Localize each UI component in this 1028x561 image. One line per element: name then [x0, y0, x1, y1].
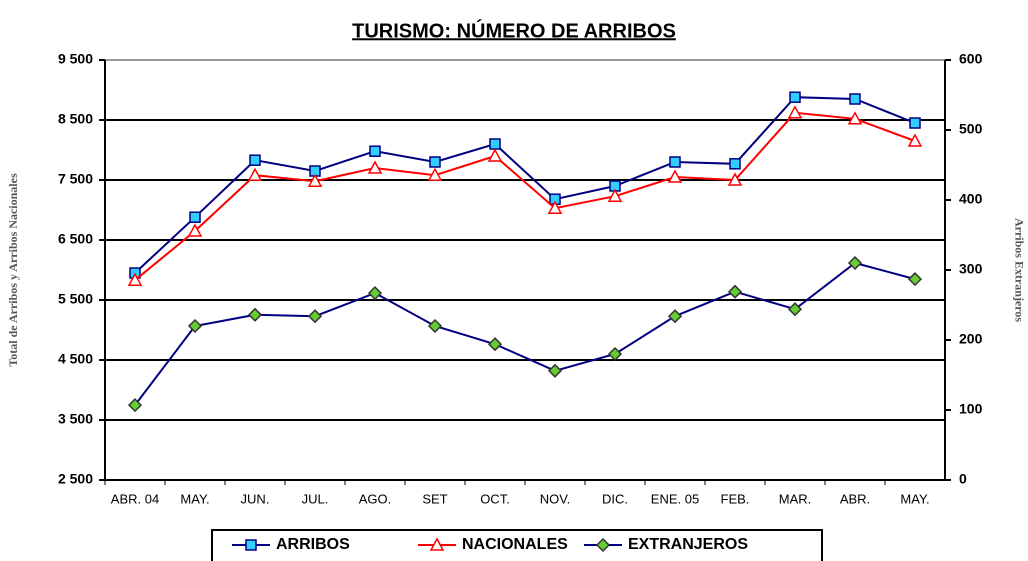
- marker: [189, 211, 201, 223]
- marker: [247, 167, 263, 181]
- marker: [367, 160, 383, 174]
- marker: [847, 111, 863, 125]
- marker: [307, 309, 323, 324]
- marker: [487, 337, 503, 352]
- marker: [245, 539, 257, 551]
- y2-tick-label: 300: [959, 261, 983, 277]
- marker: [729, 158, 741, 170]
- marker: [187, 318, 203, 334]
- marker: [847, 255, 863, 271]
- x-tick-label: ABR. 04: [111, 491, 159, 506]
- marker: [907, 272, 923, 287]
- y-tick-label: 3 500: [58, 411, 93, 427]
- marker: [307, 173, 323, 187]
- x-tick-label: MAY.: [900, 491, 929, 506]
- marker: [607, 346, 623, 362]
- marker: [595, 537, 611, 553]
- x-tick-label: JUL.: [302, 491, 329, 506]
- y2-tick-label: 400: [959, 191, 983, 207]
- marker: [849, 93, 861, 105]
- x-tick-label: SET: [422, 491, 447, 506]
- marker: [367, 286, 383, 301]
- x-tick-label: OCT.: [480, 491, 510, 506]
- marker: [187, 223, 203, 237]
- y-tick-label: 6 500: [58, 231, 93, 247]
- marker: [787, 302, 803, 317]
- x-tick-label: JUN.: [241, 491, 270, 506]
- x-tick-label: MAR.: [779, 491, 812, 506]
- marker: [127, 272, 143, 286]
- marker: [607, 188, 623, 202]
- x-tick-label: NOV.: [540, 491, 571, 506]
- marker: [667, 309, 683, 324]
- y-tick-label: 9 500: [58, 51, 93, 67]
- marker: [907, 133, 923, 147]
- y-tick-label: 5 500: [58, 291, 93, 307]
- x-tick-label: ENE. 05: [651, 491, 699, 506]
- chart-title: TURISMO: NÚMERO DE ARRIBOS: [352, 18, 676, 42]
- marker: [789, 91, 801, 103]
- y-tick-label: 4 500: [58, 351, 93, 367]
- legend-label: NACIONALES: [462, 536, 568, 553]
- marker: [489, 138, 501, 150]
- y-tick-label: 8 500: [58, 111, 93, 127]
- marker: [369, 145, 381, 157]
- marker: [429, 156, 441, 168]
- marker: [127, 398, 143, 413]
- marker: [787, 105, 803, 119]
- marker: [247, 307, 263, 322]
- x-tick-label: FEB.: [721, 491, 750, 506]
- series-line: [134, 111, 916, 281]
- y2-tick-label: 0: [959, 471, 967, 487]
- legend-label: EXTRANJEROS: [628, 536, 748, 553]
- marker: [547, 363, 563, 378]
- y2-tick-label: 100: [959, 401, 983, 417]
- marker: [727, 284, 743, 299]
- y2-tick-label: 200: [959, 331, 983, 347]
- x-tick-label: MAY.: [180, 491, 209, 506]
- legend-box: [211, 529, 823, 561]
- marker: [667, 169, 683, 183]
- x-tick-label: AGO.: [359, 491, 392, 506]
- marker: [487, 148, 503, 162]
- y2-tick-label: 500: [959, 121, 983, 137]
- marker: [547, 200, 563, 214]
- marker: [249, 154, 261, 166]
- marker: [727, 172, 743, 186]
- x-tick-label: ABR.: [840, 491, 870, 506]
- x-tick-label: DIC.: [602, 491, 628, 506]
- y-axis-title: Total de Arribos y Arribos Nacionales: [6, 173, 20, 367]
- marker: [427, 167, 443, 181]
- y2-tick-label: 600: [959, 51, 983, 67]
- y-tick-label: 7 500: [58, 171, 93, 187]
- y-tick-label: 2 500: [58, 471, 93, 487]
- y2-axis-title: Arribos Extranjeros: [1012, 218, 1026, 322]
- marker: [669, 156, 681, 168]
- marker: [429, 537, 445, 551]
- series-line: [134, 96, 916, 274]
- legend-label: ARRIBOS: [276, 536, 350, 553]
- marker: [427, 318, 443, 334]
- series-line: [134, 261, 916, 406]
- marker: [909, 117, 921, 129]
